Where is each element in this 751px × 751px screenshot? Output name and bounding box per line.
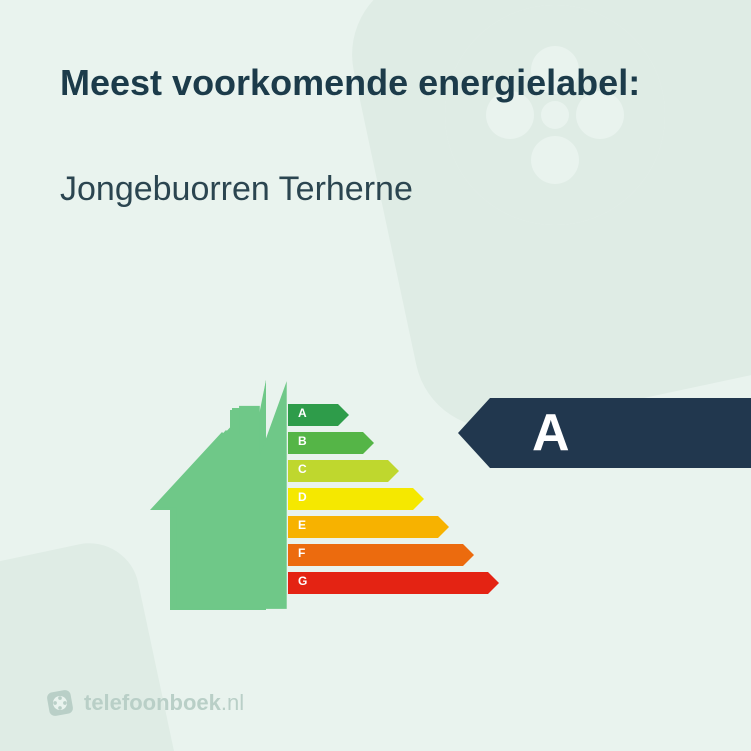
bar-label: F — [298, 546, 305, 560]
page-title: Meest voorkomende energielabel: — [60, 62, 640, 104]
logo-text: telefoonboek.nl — [84, 690, 244, 716]
bar-label: E — [298, 518, 306, 532]
bar-label: A — [298, 406, 307, 420]
bar-label: G — [298, 574, 307, 588]
bar-body — [288, 404, 338, 426]
location-subtitle: Jongebuorren Terherne — [60, 170, 413, 209]
energy-label-badge: A — [490, 398, 751, 468]
bar-label: B — [298, 434, 307, 448]
energy-label-graphic: ABCDEFG — [170, 390, 510, 610]
site-logo: telefoonboek.nl — [46, 689, 244, 717]
background-watermark — [0, 0, 751, 751]
bar-label: D — [298, 490, 307, 504]
house-icon — [150, 380, 295, 610]
bar-body — [288, 572, 488, 594]
energy-label-letter: A — [532, 403, 570, 463]
bar-body — [288, 516, 438, 538]
logo-icon — [46, 689, 74, 717]
bar-label: C — [298, 462, 307, 476]
bar-body — [288, 544, 463, 566]
